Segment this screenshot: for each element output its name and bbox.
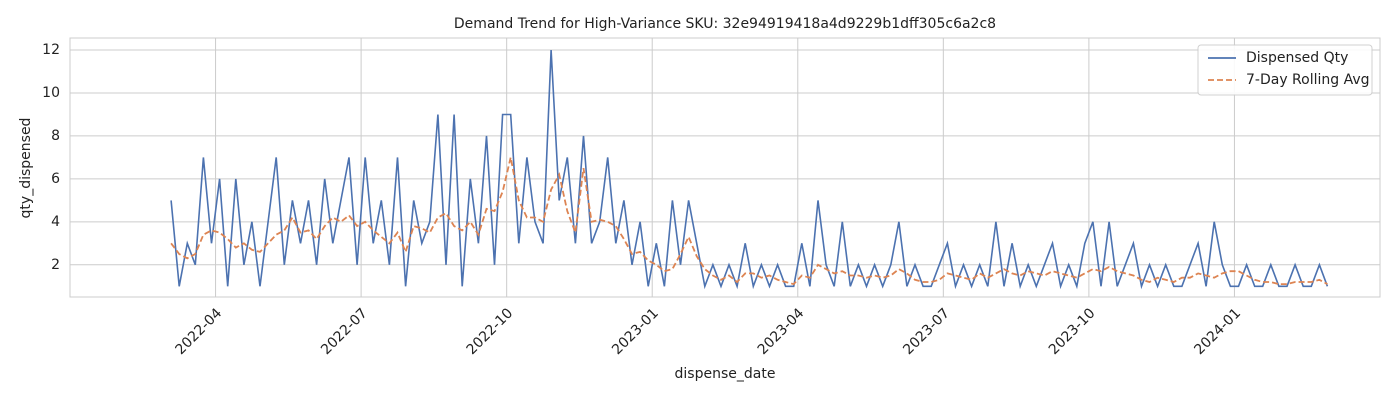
y-tick-label: 6 bbox=[51, 171, 60, 187]
y-axis-label: qty_dispensed bbox=[18, 118, 34, 219]
y-tick-label: 4 bbox=[51, 214, 60, 230]
y-tick-label: 10 bbox=[42, 85, 60, 101]
x-axis-label: dispense_date bbox=[675, 366, 776, 382]
x-tick-label: 2023-10 bbox=[1046, 305, 1099, 358]
legend: Dispensed Qty 7-Day Rolling Avg bbox=[1197, 44, 1373, 96]
y-tick-label: 12 bbox=[42, 42, 60, 58]
x-tick-label: 2022-10 bbox=[464, 305, 517, 358]
legend-label: Dispensed Qty bbox=[1246, 50, 1348, 66]
legend-box bbox=[1197, 44, 1373, 96]
legend-label: 7-Day Rolling Avg bbox=[1246, 72, 1370, 88]
chart-title: Demand Trend for High-Variance SKU: 32e9… bbox=[454, 16, 996, 32]
x-tick-label: 2022-07 bbox=[318, 305, 371, 358]
line-series bbox=[170, 157, 1328, 286]
x-tick-label: 2022-04 bbox=[173, 305, 226, 358]
y-tick-label: 8 bbox=[51, 128, 60, 144]
x-tick-label: 2024-01 bbox=[1191, 305, 1244, 358]
x-tick-label: 2023-07 bbox=[900, 305, 953, 358]
plot-frame bbox=[69, 37, 1381, 298]
x-tick-label: 2023-04 bbox=[755, 305, 808, 358]
y-tick-label: 2 bbox=[51, 257, 60, 273]
line-series bbox=[170, 49, 1329, 290]
x-tick-label: 2023-01 bbox=[609, 305, 662, 358]
